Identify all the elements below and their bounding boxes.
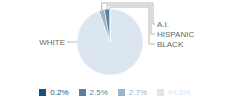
svg-text:A.I.: A.I. <box>157 20 169 29</box>
svg-text:WHITE: WHITE <box>39 38 65 47</box>
html-text:0.2%: 0.2% <box>50 88 69 97</box>
html-text:94.6%: 94.6% <box>168 88 191 97</box>
html-text:2.5%: 2.5% <box>89 88 108 97</box>
svg-text:BLACK: BLACK <box>157 40 184 49</box>
html-text:2.7%: 2.7% <box>128 88 147 97</box>
svg-text:HISPANIC: HISPANIC <box>157 30 194 39</box>
